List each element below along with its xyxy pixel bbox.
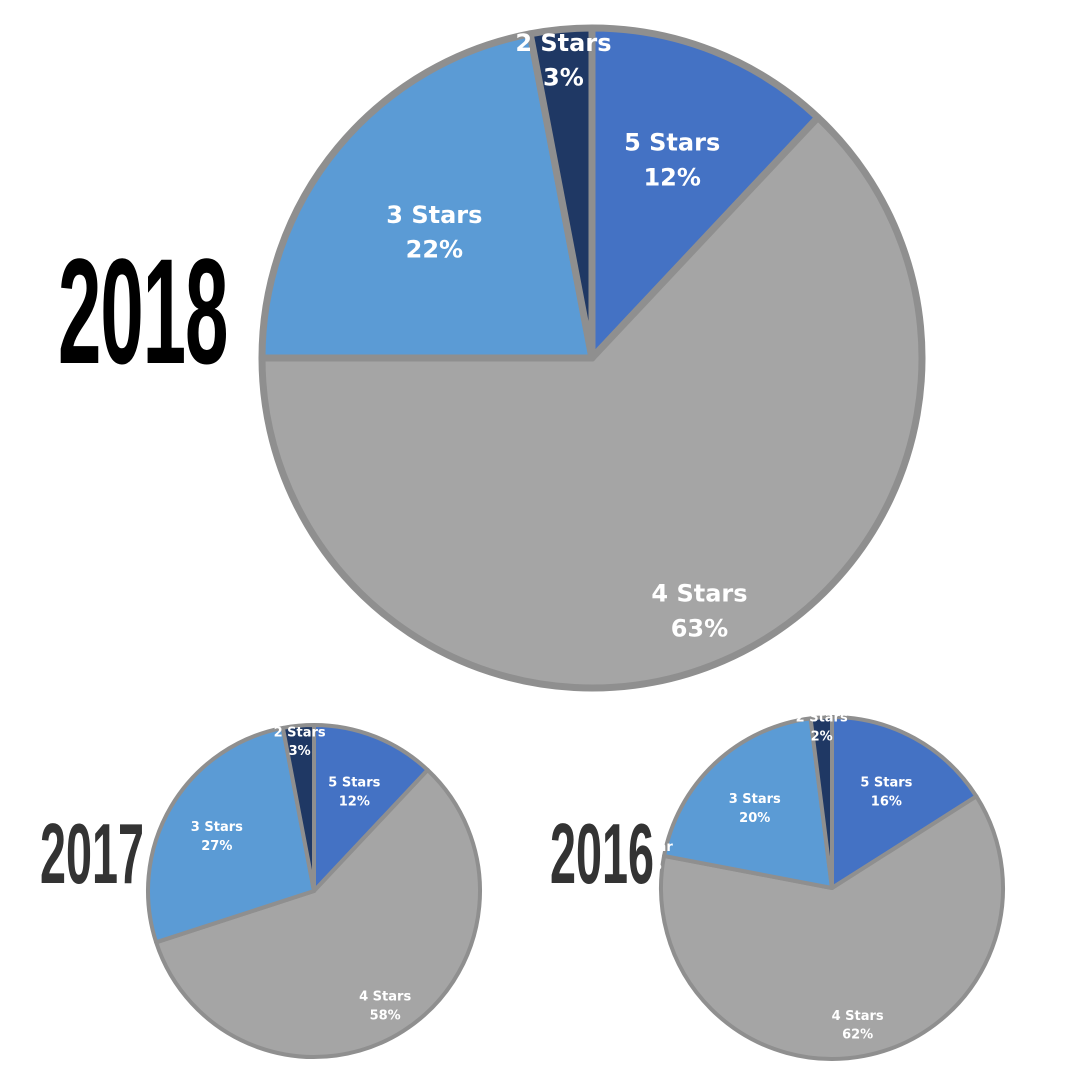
pie-slice-3-stars <box>146 725 316 945</box>
slice-value-4-stars: 63% <box>671 614 728 642</box>
slice-value-2-stars: 2% <box>811 729 833 744</box>
slice-label-1-star: 1 Star <box>628 840 673 855</box>
slice-label-3-stars: 3 Stars <box>729 792 781 807</box>
slice-value-5-stars: 12% <box>643 163 700 191</box>
slice-label-2-stars: 2 Stars <box>274 725 326 740</box>
pie-slice-5-stars <box>830 715 979 890</box>
slice-label-4-stars: 4 Stars <box>359 990 411 1005</box>
pie-slice-4-stars <box>154 767 482 1059</box>
pie-slice-4-stars <box>258 113 926 692</box>
slice-value-5-stars: 16% <box>871 794 902 809</box>
pie-chart-2018: 5 Stars 12% 4 Stars 63% 3 Stars 22% 2 Stars 3% <box>258 24 926 692</box>
pie-slice-5-stars <box>588 24 822 362</box>
year-title-2018: 2018 <box>58 227 228 395</box>
slice-value-1-star: 0% <box>640 859 662 874</box>
pie-slice-5-stars <box>312 723 430 893</box>
slice-value-3-stars: 27% <box>201 839 232 854</box>
slice-value-4-stars: 62% <box>842 1028 873 1043</box>
slice-label-2-stars: 2 Stars <box>515 29 611 57</box>
slice-label-2-stars: 2 Stars <box>796 711 848 726</box>
slice-value-5-stars: 12% <box>339 794 370 809</box>
pie-chart-2016: 5 Stars 16% 4 Stars 62% 1 Star 0% 3 Stars 20% 2 … <box>628 711 1005 1061</box>
pie-slice-2-stars <box>280 723 316 893</box>
slice-label-5-stars: 5 Stars <box>624 129 720 157</box>
pie-slice-3-stars <box>258 30 596 362</box>
slice-label-4-stars: 4 Stars <box>651 580 747 608</box>
slice-label-4-stars: 4 Stars <box>832 1009 884 1024</box>
slice-label-5-stars: 5 Stars <box>860 776 912 791</box>
slice-value-3-stars: 22% <box>406 236 463 264</box>
slice-value-3-stars: 20% <box>739 811 770 826</box>
pie-chart-2017: 5 Stars 12% 4 Stars 58% 3 Stars 27% 2 Stars 3% <box>146 723 482 1059</box>
pie-slice-2-stars <box>526 24 596 362</box>
slice-label-3-stars: 3 Stars <box>386 201 482 229</box>
slice-label-5-stars: 5 Stars <box>328 776 380 791</box>
pie-slice-4-stars <box>659 794 1005 1061</box>
slice-label-3-stars: 3 Stars <box>191 820 243 835</box>
slice-value-2-stars: 3% <box>289 744 311 759</box>
year-title-2017: 2017 <box>40 807 145 902</box>
pie-slice-3-stars <box>662 716 834 890</box>
slice-value-2-stars: 3% <box>543 64 584 92</box>
slice-value-4-stars: 58% <box>370 1008 401 1023</box>
year-title-2016: 2016 <box>550 807 655 902</box>
pie-slice-2-stars <box>808 715 834 890</box>
